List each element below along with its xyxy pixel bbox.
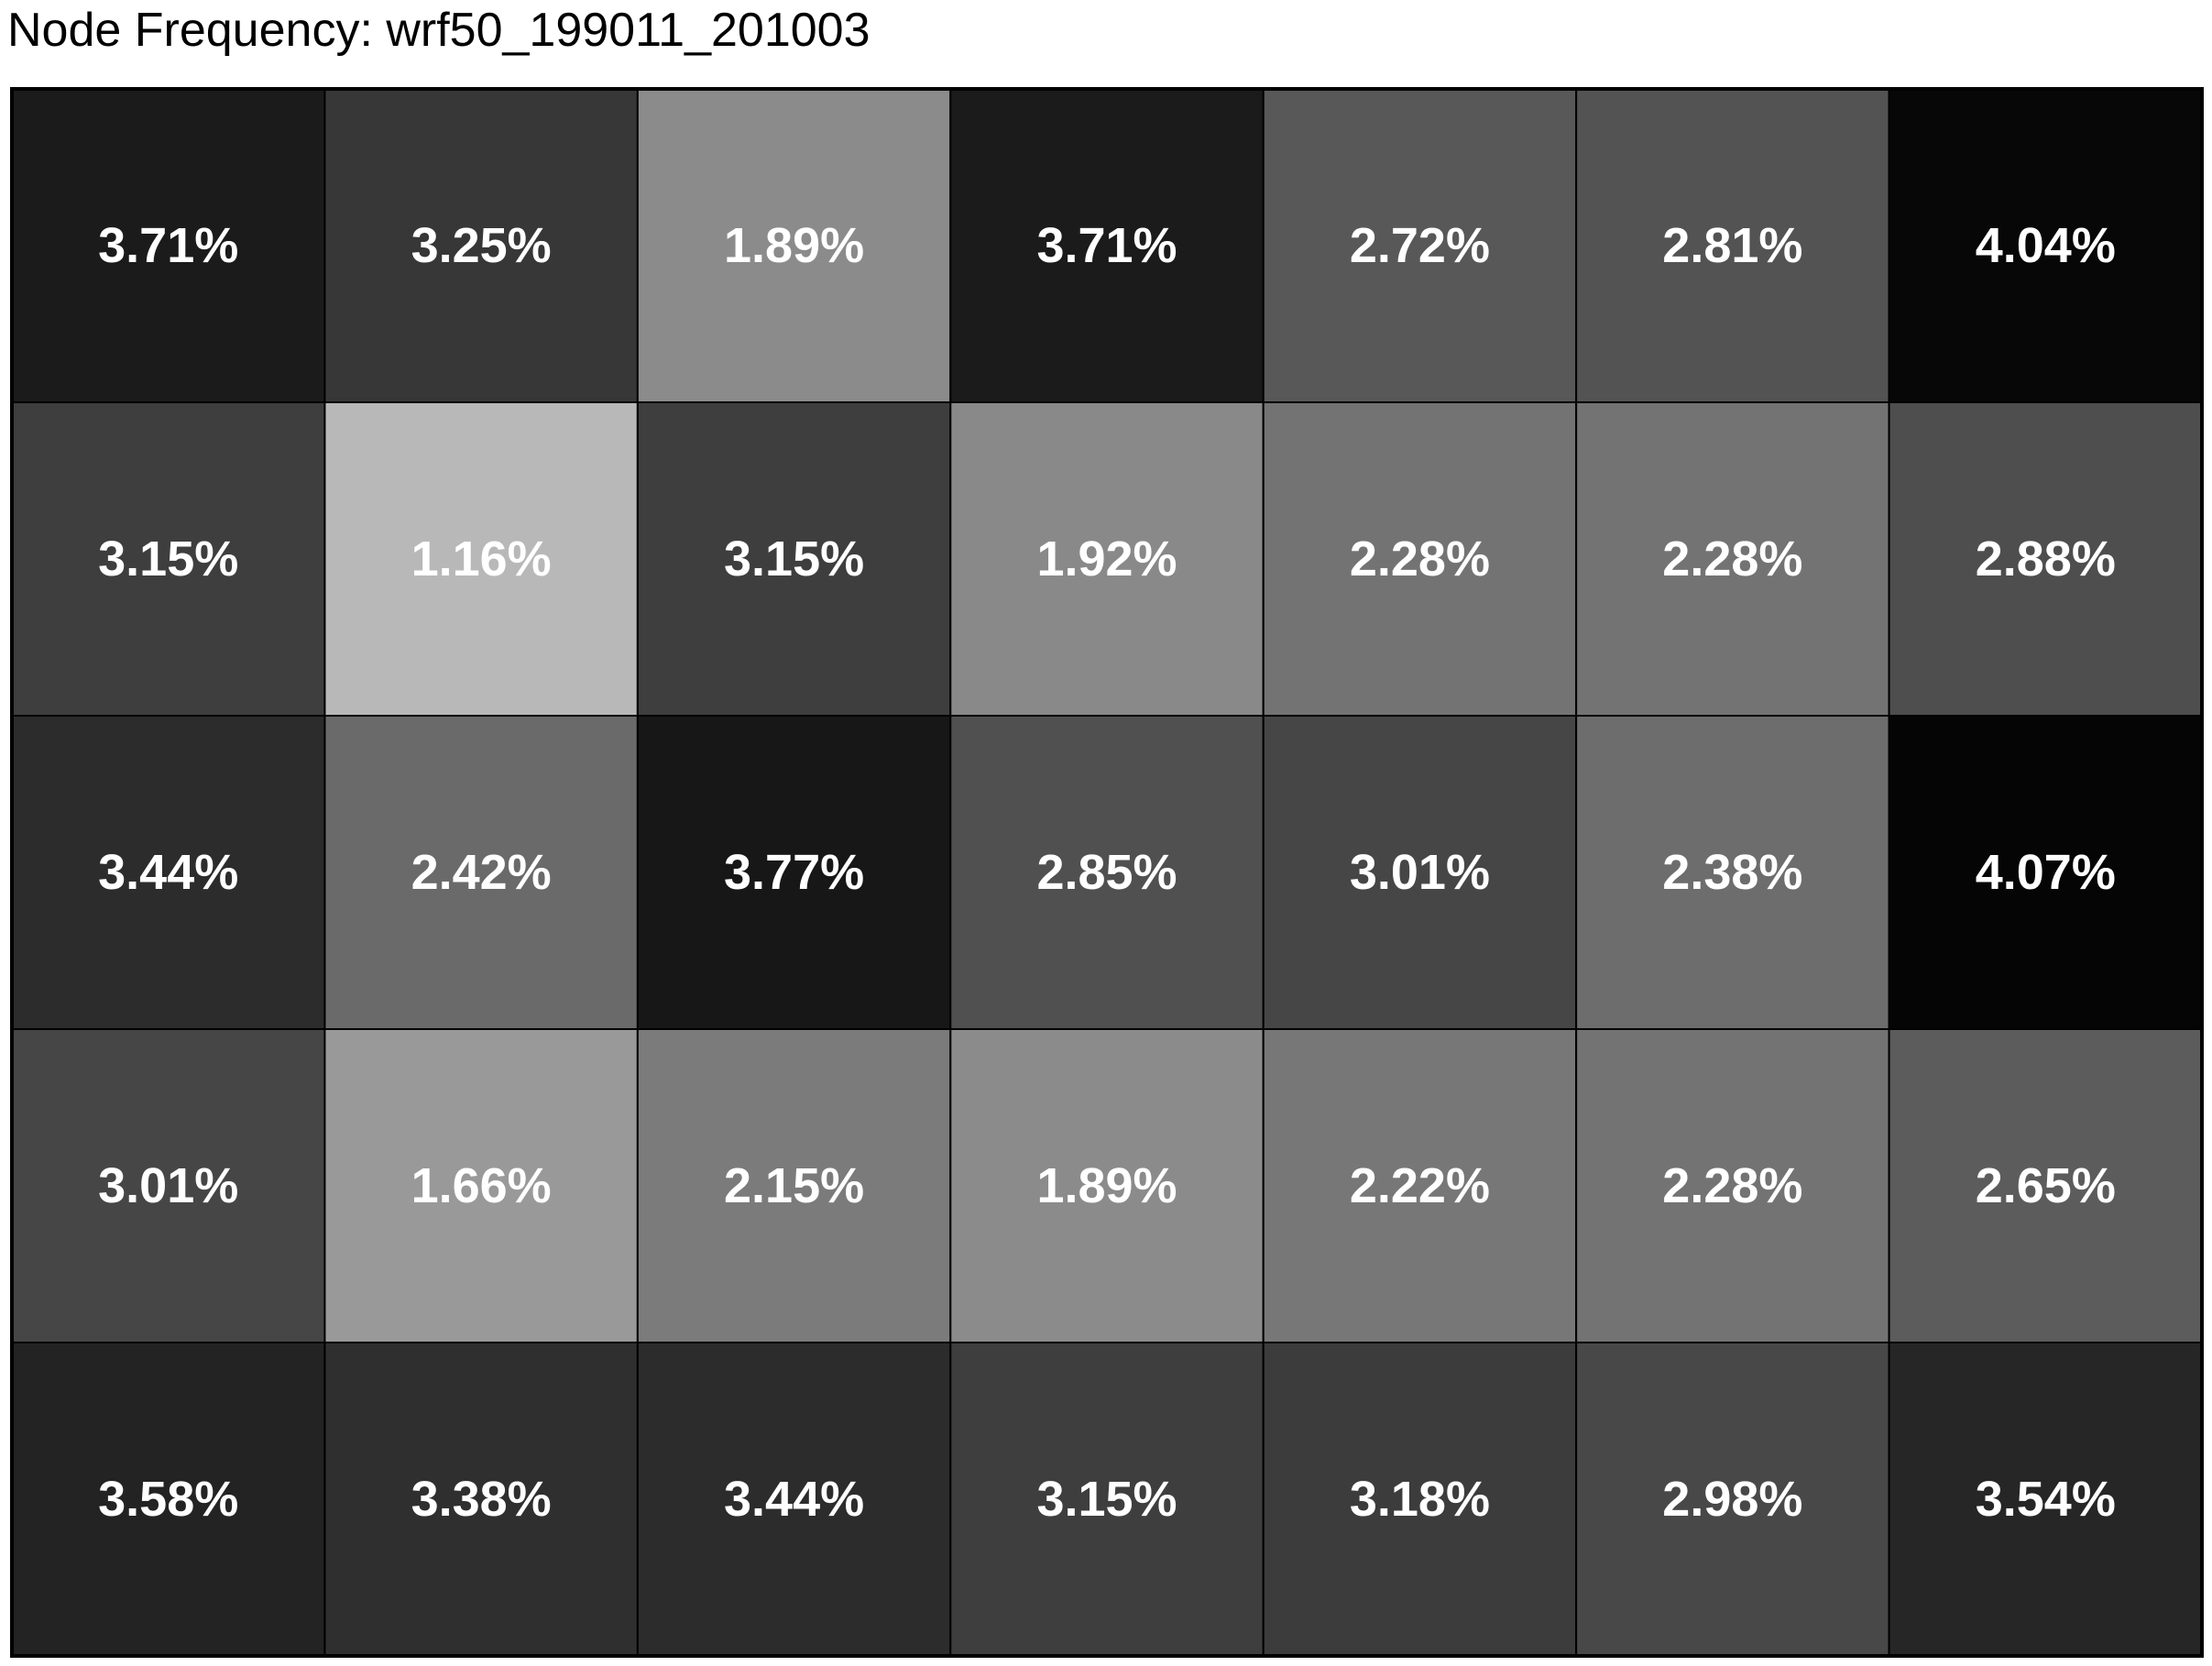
cell-label-r4-c5: 2.22% <box>1350 1158 1490 1213</box>
heatmap-cell-r2-c7 <box>1888 401 2204 717</box>
heatmap-cell-r4-c5 <box>1262 1028 1578 1343</box>
cell-label-r1-c2: 3.25% <box>411 218 552 273</box>
heatmap-cell-r4-c4 <box>949 1028 1265 1343</box>
heatmap-cell-r3-c7 <box>1888 715 2204 1030</box>
cell-label-r2-c1: 3.15% <box>98 532 238 586</box>
cell-label-r5-c1: 3.58% <box>98 1472 238 1527</box>
heatmap-cell-r3-c2 <box>323 715 639 1030</box>
heatmap-cell-r2-c3 <box>636 401 952 717</box>
cell-label-r5-c3: 3.44% <box>724 1472 864 1527</box>
chart-title: Node Frequency: wrf50_199011_201003 <box>7 4 871 57</box>
cell-label-r5-c5: 3.18% <box>1350 1472 1490 1527</box>
cell-label-r1-c1: 3.71% <box>98 218 238 273</box>
heatmap-cell-r5-c2 <box>323 1342 639 1657</box>
heatmap-cell-r5-c7 <box>1888 1342 2204 1657</box>
cell-label-r1-c7: 4.04% <box>1976 218 2116 273</box>
cell-label-r3-c3: 3.77% <box>724 845 864 900</box>
cell-label-r3-c4: 2.85% <box>1036 845 1177 900</box>
cell-label-r1-c5: 2.72% <box>1350 218 1490 273</box>
heatmap-cell-r3-c6 <box>1575 715 1890 1030</box>
heatmap-cell-r1-c6 <box>1575 88 1890 403</box>
cell-label-r1-c6: 2.81% <box>1662 218 1802 273</box>
cell-label-r3-c7: 4.07% <box>1976 845 2116 900</box>
cell-label-r2-c2: 1.16% <box>411 532 552 586</box>
cell-label-r2-c7: 2.88% <box>1976 532 2116 586</box>
cell-label-r5-c6: 2.98% <box>1662 1472 1802 1527</box>
cell-label-r5-c2: 3.38% <box>411 1472 552 1527</box>
heatmap-cell-r5-c5 <box>1262 1342 1578 1657</box>
cell-label-r4-c2: 1.66% <box>411 1158 552 1213</box>
heatmap-cell-r4-c1 <box>11 1028 326 1343</box>
heatmap-cell-r1-c1 <box>11 88 326 403</box>
cell-label-r2-c3: 3.15% <box>724 532 864 586</box>
cell-label-r4-c3: 2.15% <box>724 1158 864 1213</box>
cell-label-r4-c1: 3.01% <box>98 1158 238 1213</box>
cell-label-r2-c5: 2.28% <box>1350 532 1490 586</box>
heatmap-cell-r1-c4 <box>949 88 1265 403</box>
heatmap-cell-r5-c6 <box>1575 1342 1890 1657</box>
heatmap-cell-r1-c3 <box>636 88 952 403</box>
cell-label-r3-c5: 3.01% <box>1350 845 1490 900</box>
heatmap-cell-r3-c1 <box>11 715 326 1030</box>
cell-label-r3-c2: 2.42% <box>411 845 552 900</box>
cell-label-r4-c6: 2.28% <box>1662 1158 1802 1213</box>
heatmap-cell-r3-c4 <box>949 715 1265 1030</box>
heatmap-cell-r3-c3 <box>636 715 952 1030</box>
cell-label-r4-c4: 1.89% <box>1036 1158 1177 1213</box>
heatmap-cells <box>11 88 2204 1657</box>
cell-label-r3-c1: 3.44% <box>98 845 238 900</box>
heatmap-cell-r2-c5 <box>1262 401 1578 717</box>
cell-label-r5-c7: 3.54% <box>1976 1472 2116 1527</box>
plot-frame <box>10 87 2204 1658</box>
cell-label-r2-c6: 2.28% <box>1662 532 1802 586</box>
heatmap-cell-r5-c3 <box>636 1342 952 1657</box>
cell-label-r5-c4: 3.15% <box>1036 1472 1177 1527</box>
cell-label-r1-c3: 1.89% <box>724 218 864 273</box>
heatmap-cell-r2-c6 <box>1575 401 1890 717</box>
heatmap-cell-r2-c1 <box>11 401 326 717</box>
heatmap-cell-r3-c5 <box>1262 715 1578 1030</box>
heatmap-cell-r5-c1 <box>11 1342 326 1657</box>
cell-label-r1-c4: 3.71% <box>1036 218 1177 273</box>
heatmap-labels: 3.71% 3.25% 1.89% 3.71% 2.72% 2.81% 4.04% 3.15%… <box>98 218 2116 1527</box>
heatmap-cell-r4-c2 <box>323 1028 639 1343</box>
heatmap-cell-r1-c7 <box>1888 88 2204 403</box>
cell-label-r3-c6: 2.38% <box>1662 845 1802 900</box>
heatmap-cell-r2-c2 <box>323 401 639 717</box>
cell-label-r4-c7: 2.65% <box>1976 1158 2116 1213</box>
cell-label-r2-c4: 1.92% <box>1036 532 1177 586</box>
heatmap-cell-r4-c3 <box>636 1028 952 1343</box>
